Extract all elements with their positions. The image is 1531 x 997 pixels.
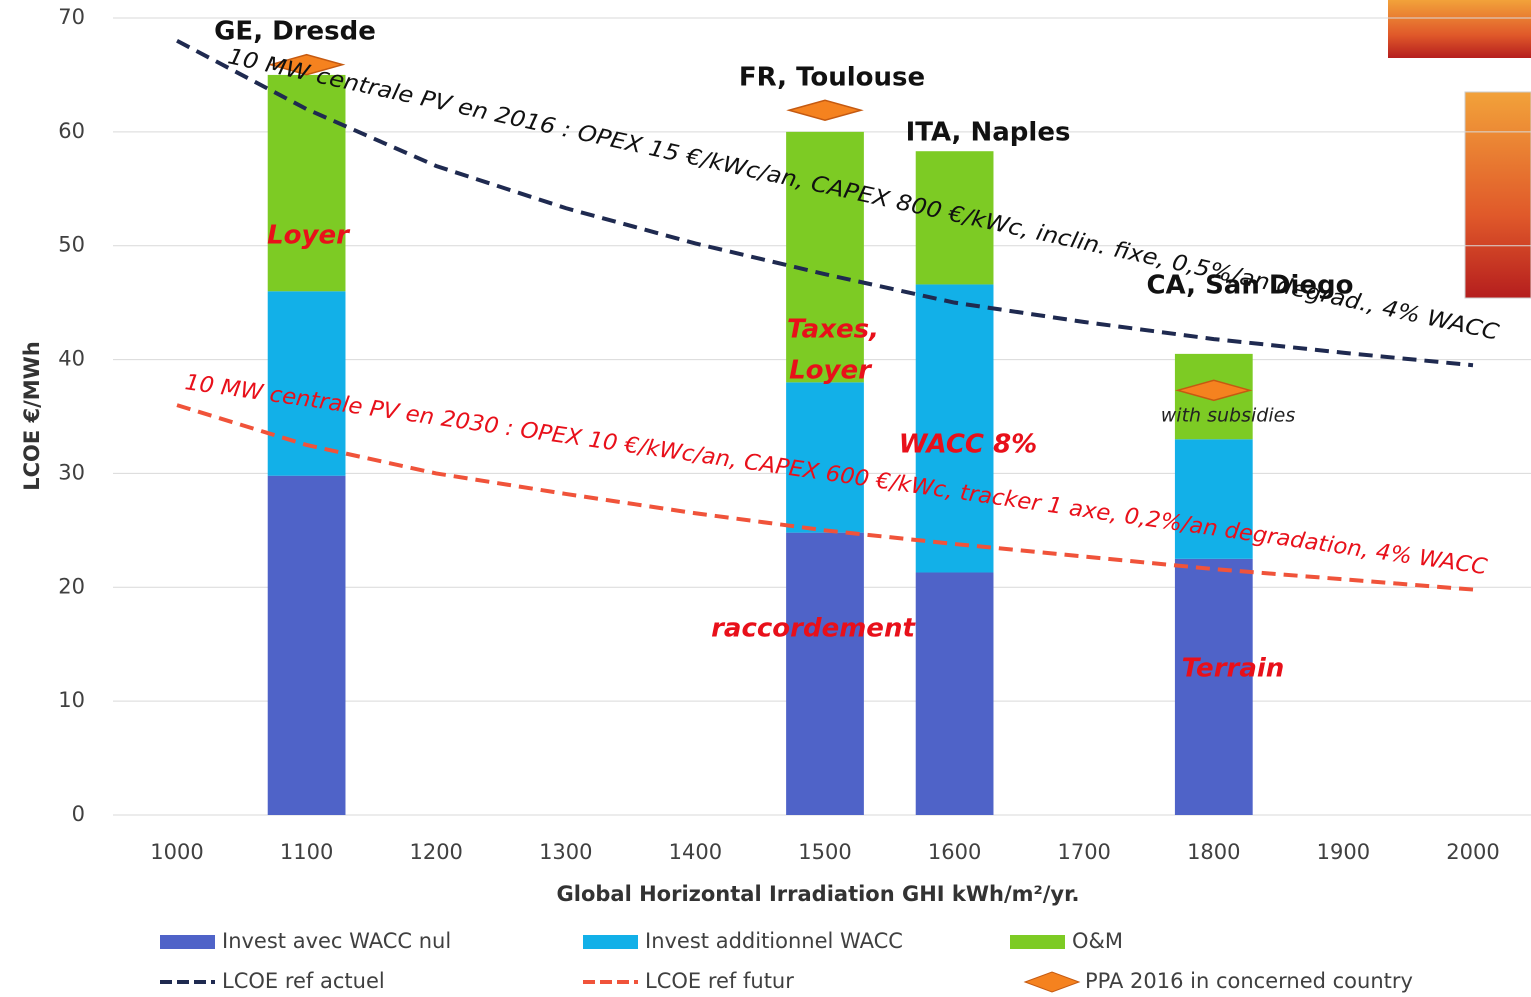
legend-label: Invest additionnel WACC [645, 929, 903, 953]
y-tick-label: 10 [58, 688, 85, 712]
bar-segment [916, 572, 994, 815]
bar-segment [916, 284, 994, 572]
annotation: FR, Toulouse [739, 63, 925, 93]
x-tick-label: 1200 [409, 840, 462, 864]
legend-label: LCOE ref futur [645, 969, 794, 993]
annotation: Terrain [1182, 654, 1285, 684]
legend-label: PPA 2016 in concerned country [1085, 969, 1413, 993]
y-tick-label: 30 [58, 460, 85, 484]
page: LCOE €/MWh Global Horizontal Irradiation… [0, 0, 1531, 997]
x-tick-label: 1600 [928, 840, 981, 864]
legend-swatch [160, 935, 215, 949]
y-axis-label: LCOE €/MWh [20, 341, 44, 491]
legend-label: Invest avec WACC nul [222, 929, 451, 953]
x-tick-label: 1800 [1187, 840, 1240, 864]
x-tick-label: 1700 [1057, 840, 1110, 864]
x-tick-label: 1500 [798, 840, 851, 864]
map-inset [1388, 0, 1531, 58]
annotation: Loyer [267, 221, 351, 251]
y-tick-label: 0 [72, 802, 85, 826]
y-tick-label: 70 [58, 5, 85, 29]
legend-label: O&M [1072, 929, 1123, 953]
annotation: Loyer [789, 356, 873, 386]
legend-label: LCOE ref actuel [222, 969, 385, 993]
annotation: with subsidies [1161, 405, 1296, 427]
y-tick-label: 40 [58, 347, 85, 371]
y-tick-label: 20 [58, 574, 85, 598]
annotation: Taxes, [787, 315, 879, 345]
chart: LCOE €/MWh Global Horizontal Irradiation… [0, 0, 1531, 997]
bar-segment [268, 476, 346, 815]
x-tick-label: 1100 [280, 840, 333, 864]
legend-swatch [583, 935, 638, 949]
y-tick-label: 60 [58, 119, 85, 143]
annotation: raccordement [711, 614, 916, 644]
annotation: CA, San Diego [1146, 271, 1353, 301]
legend-swatch [1010, 935, 1065, 949]
annotation: ITA, Naples [906, 118, 1071, 148]
x-tick-label: 1000 [150, 840, 203, 864]
annotation: GE, Dresde [214, 17, 376, 47]
y-tick-label: 50 [58, 233, 85, 257]
legend-swatch [1025, 972, 1079, 992]
annotation: WACC 8% [899, 430, 1037, 460]
x-tick-label: 2000 [1446, 840, 1499, 864]
ppa-marker [789, 100, 861, 120]
x-tick-label: 1300 [539, 840, 592, 864]
bar-segment [786, 533, 864, 815]
x-tick-label: 1900 [1317, 840, 1370, 864]
x-axis-label: Global Horizontal Irradiation GHI kWh/m²… [557, 882, 1080, 906]
map-inset [1465, 92, 1531, 298]
x-tick-label: 1400 [669, 840, 722, 864]
bar-segment [1175, 559, 1253, 815]
